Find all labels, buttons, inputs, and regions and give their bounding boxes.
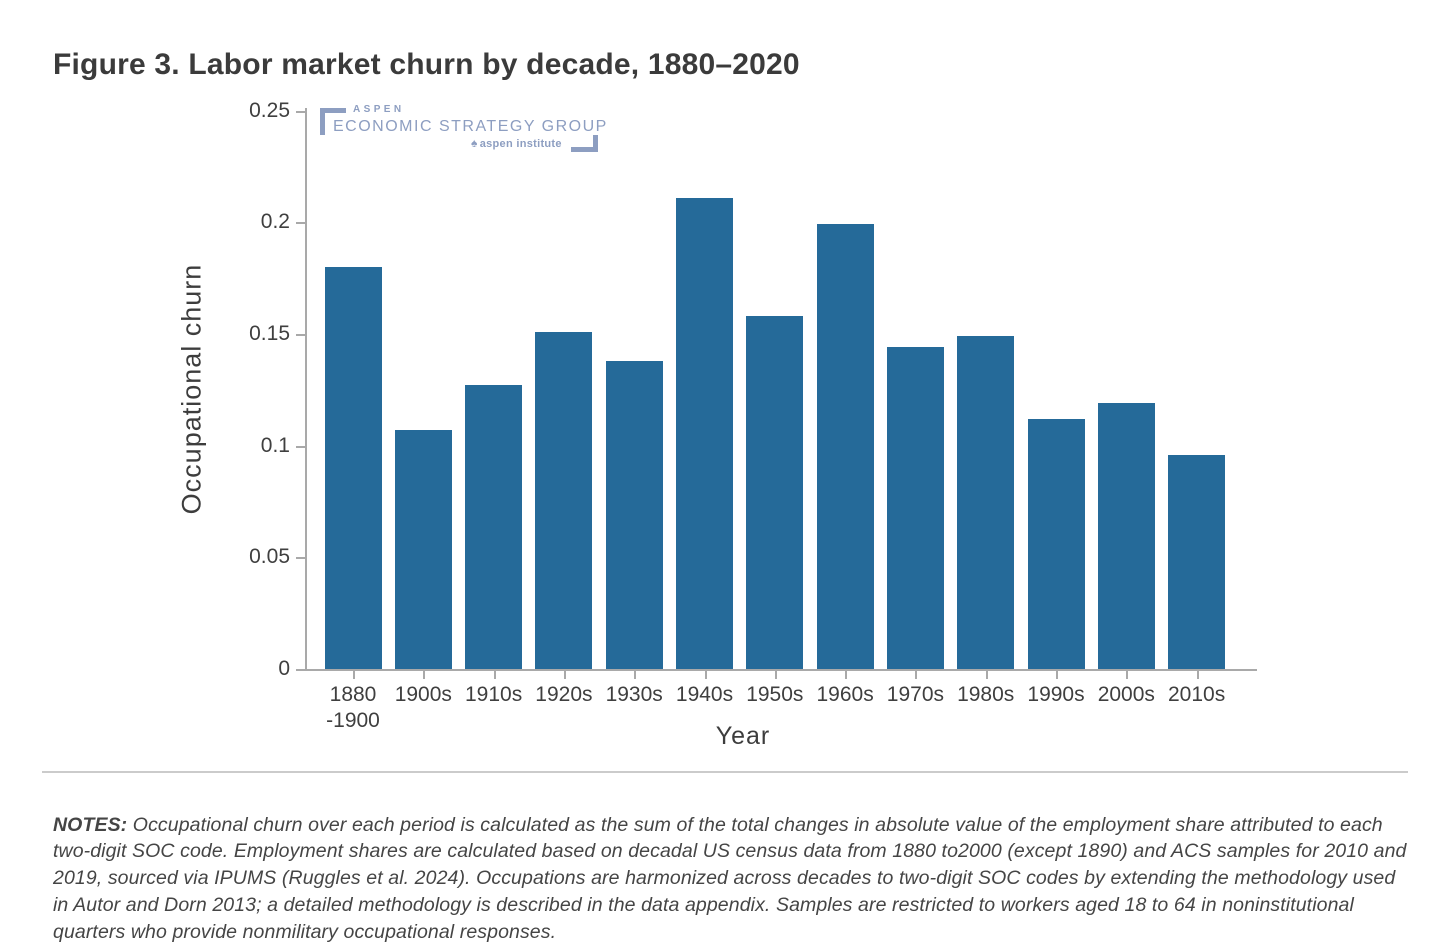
x-tick-label: 2010s bbox=[1137, 682, 1257, 708]
x-axis-line bbox=[305, 669, 1257, 671]
aspen-esg-logo: ASPEN ECONOMIC STRATEGY GROUP ♠aspen ins… bbox=[320, 99, 602, 157]
x-tick bbox=[845, 671, 847, 679]
x-tick bbox=[775, 671, 777, 679]
y-tick bbox=[296, 557, 305, 559]
x-tick bbox=[1056, 671, 1058, 679]
bar-1960s bbox=[817, 224, 874, 669]
notes-text: Occupational churn over each period is c… bbox=[53, 814, 1406, 943]
logo-esg-text: ECONOMIC STRATEGY GROUP bbox=[333, 118, 608, 136]
bar-1940s bbox=[676, 198, 733, 669]
y-tick-label: 0.25 bbox=[210, 99, 290, 123]
logo-institute-text: aspen institute bbox=[480, 138, 562, 150]
bar-1880 bbox=[325, 267, 382, 669]
y-tick-label: 0.05 bbox=[210, 545, 290, 569]
x-tick bbox=[423, 671, 425, 679]
x-tick bbox=[494, 671, 496, 679]
y-tick-label: 0.2 bbox=[210, 210, 290, 234]
y-tick-label: 0 bbox=[210, 657, 290, 681]
y-tick-label: 0.15 bbox=[210, 322, 290, 346]
y-tick-label: 0.1 bbox=[210, 434, 290, 458]
bar-1920s bbox=[535, 332, 592, 669]
bar-1950s bbox=[746, 316, 803, 669]
bar-1980s bbox=[957, 336, 1014, 669]
x-tick bbox=[986, 671, 988, 679]
bar-2010s bbox=[1168, 455, 1225, 669]
y-tick bbox=[296, 111, 305, 113]
notes-divider bbox=[42, 771, 1408, 773]
bar-1910s bbox=[465, 385, 522, 669]
x-tick bbox=[1126, 671, 1128, 679]
y-axis-line bbox=[305, 108, 307, 671]
x-axis-title: Year bbox=[716, 722, 771, 751]
y-tick bbox=[296, 446, 305, 448]
logo-institute-row: ♠aspen institute bbox=[471, 136, 562, 150]
y-tick bbox=[296, 222, 305, 224]
aspen-leaf-icon: ♠ bbox=[471, 136, 478, 150]
y-tick bbox=[296, 334, 305, 336]
bar-2000s bbox=[1098, 403, 1155, 669]
bar-1900s bbox=[395, 430, 452, 669]
notes-label: NOTES: bbox=[53, 814, 127, 836]
x-tick bbox=[1197, 671, 1199, 679]
x-tick bbox=[634, 671, 636, 679]
bar-1930s bbox=[606, 361, 663, 669]
y-tick bbox=[296, 669, 305, 671]
figure-notes: NOTES: Occupational churn over each peri… bbox=[53, 812, 1413, 945]
x-tick bbox=[353, 671, 355, 679]
bar-1970s bbox=[887, 347, 944, 669]
x-tick bbox=[564, 671, 566, 679]
x-tick bbox=[915, 671, 917, 679]
logo-bracket-bottom-right-icon bbox=[571, 135, 598, 152]
y-axis-title: Occupational churn bbox=[177, 264, 208, 515]
bar-1990s bbox=[1028, 419, 1085, 669]
logo-aspen-text: ASPEN bbox=[353, 104, 404, 115]
x-tick bbox=[705, 671, 707, 679]
